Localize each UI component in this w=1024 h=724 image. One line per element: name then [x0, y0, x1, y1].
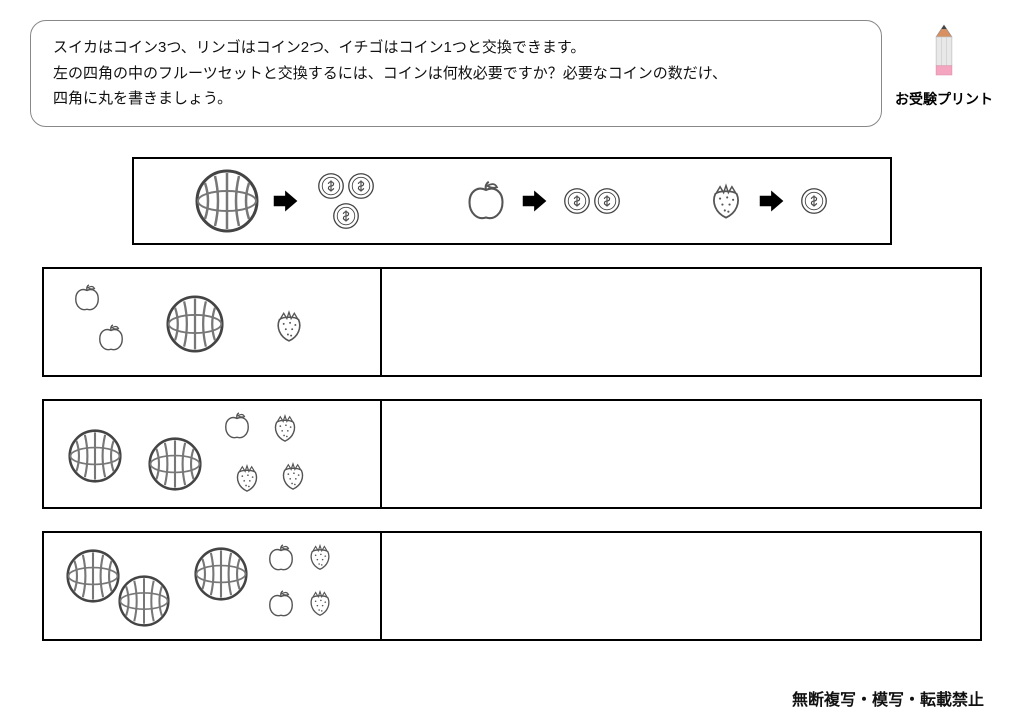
fruit-item [232, 463, 262, 498]
legend-item [464, 179, 622, 223]
coin-icon [800, 187, 828, 215]
fruit-item [194, 547, 248, 606]
watermelon-icon [194, 547, 248, 601]
question-row [42, 531, 982, 641]
watermelon-icon [166, 295, 224, 353]
strawberry-icon [272, 309, 306, 343]
coin-stack [562, 187, 622, 215]
legend-item [707, 182, 829, 220]
arrow-icon [755, 187, 789, 215]
brand-text: お受験プリント [894, 89, 994, 109]
fruit-item [278, 461, 308, 496]
instruction-line: 四角に丸を書きましょう。 [53, 86, 859, 112]
fruit-item [306, 589, 334, 622]
question-fruits [44, 401, 382, 507]
arrow-icon [518, 187, 552, 215]
fruit-item [118, 575, 170, 632]
fruit-item [272, 309, 306, 348]
instruction-line: スイカはコイン3つ、リンゴはコイン2つ、イチゴはコイン1つと交換できます。 [53, 35, 859, 61]
fruit-item [68, 429, 122, 488]
coin-icon [317, 172, 345, 200]
legend-item [195, 169, 379, 233]
question-row [42, 399, 982, 509]
watermelon-icon [148, 437, 202, 491]
fruit-item [166, 295, 224, 358]
fruit-item [96, 323, 126, 358]
watermelon-icon [195, 169, 259, 233]
apple-icon [222, 411, 252, 441]
coin-stack [799, 187, 829, 215]
strawberry-icon [306, 543, 334, 571]
strawberry-icon [707, 182, 745, 220]
copyright-text: 無断複写・模写・転載禁止 [792, 686, 984, 710]
fruit-item [306, 543, 334, 576]
fruit-item [266, 589, 296, 624]
coin-icon [332, 202, 360, 230]
answer-area[interactable] [382, 401, 980, 507]
answer-area[interactable] [382, 269, 980, 375]
fruit-item [270, 413, 300, 448]
apple-icon [464, 179, 508, 223]
fruit-item [222, 411, 252, 446]
strawberry-icon [306, 589, 334, 617]
apple-icon [266, 543, 296, 573]
watermelon-icon [118, 575, 170, 627]
coin-icon [347, 172, 375, 200]
apple-icon [72, 283, 102, 313]
coin-stack [313, 172, 379, 230]
question-fruits [44, 533, 382, 639]
question-fruits [44, 269, 382, 375]
strawberry-icon [232, 463, 262, 493]
brand-block: お受験プリント [894, 20, 994, 109]
watermelon-icon [66, 549, 120, 603]
answer-area[interactable] [382, 533, 980, 639]
coin-icon [563, 187, 591, 215]
legend-box [132, 157, 892, 245]
strawberry-icon [278, 461, 308, 491]
fruit-item [66, 549, 120, 608]
arrow-icon [269, 187, 303, 215]
fruit-item [266, 543, 296, 578]
watermelon-icon [68, 429, 122, 483]
instruction-line: 左の四角の中のフルーツセットと交換するには、コインは何枚必要ですか？必要なコイン… [53, 61, 859, 87]
fruit-item [72, 283, 102, 318]
coin-icon [593, 187, 621, 215]
question-row [42, 267, 982, 377]
instruction-box: スイカはコイン3つ、リンゴはコイン2つ、イチゴはコイン1つと交換できます。 左の… [30, 20, 882, 127]
fruit-item [148, 437, 202, 496]
pencil-icon [923, 20, 965, 80]
strawberry-icon [270, 413, 300, 443]
apple-icon [96, 323, 126, 353]
apple-icon [266, 589, 296, 619]
